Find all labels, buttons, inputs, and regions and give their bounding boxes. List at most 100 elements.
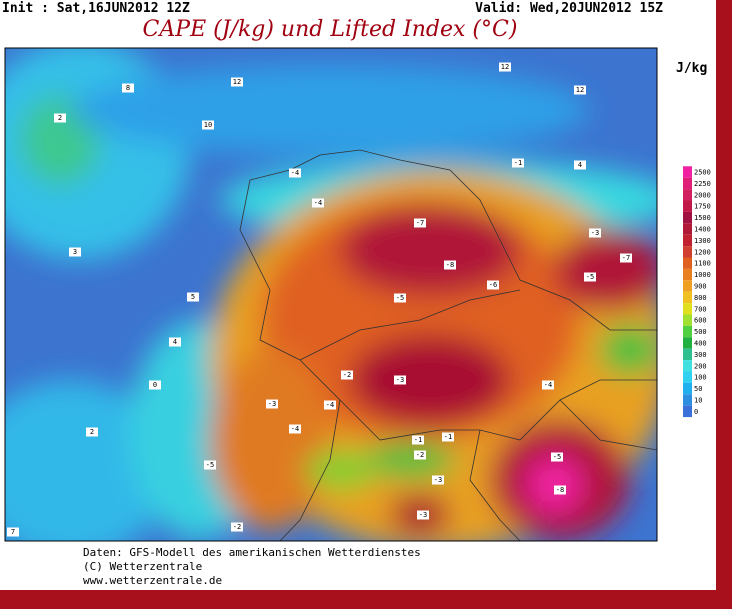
lifted-index-label: -5	[206, 461, 214, 469]
init-time: Init : Sat,16JUN2012 12Z	[2, 1, 190, 16]
colorbar-swatch	[683, 394, 692, 406]
colorbar-label: 100	[694, 374, 707, 382]
colorbar-swatch	[683, 257, 692, 269]
colorbar-swatch	[683, 177, 692, 190]
colorbar-swatch	[683, 405, 692, 418]
colorbar-swatch	[683, 360, 692, 372]
lifted-index-label: 12	[576, 86, 584, 94]
colorbar-label: 600	[694, 317, 707, 325]
label-box	[204, 460, 216, 470]
label-box	[324, 400, 336, 410]
lifted-index-label: -4	[544, 381, 552, 389]
colorbar-swatch	[683, 280, 692, 292]
colorbar-label: 0	[694, 408, 698, 416]
label-box	[289, 168, 301, 178]
colorbar-swatch	[683, 246, 692, 258]
label-box	[417, 510, 429, 520]
map-area: -7 -8 -6 -5 -3 -5 -8 -7 -5 -3 -4 -2 -3 -5 -2 -4 -3 -3 -4 2 1…	[5, 48, 657, 541]
frame-bottom	[0, 590, 732, 609]
colorbar-swatch	[683, 382, 692, 395]
colorbar: 2500225020001750150014001300120011001000…	[683, 166, 711, 418]
lifted-index-label: -8	[556, 486, 564, 494]
lifted-index-labels: -7 -8 -6 -5 -3 -5 -8 -7 -5 -3 -4 -2 -3 -5 -2 -4 -3 -3 -4 2 1…	[7, 62, 632, 537]
colorbar-swatch	[683, 348, 692, 361]
label-box	[341, 370, 353, 380]
colorbar-swatch	[683, 325, 692, 338]
lifted-index-label: -3	[419, 511, 427, 519]
colorbar-label: 2500	[694, 169, 711, 177]
lifted-index-label: -1	[444, 433, 452, 441]
colorbar-swatch	[683, 211, 692, 224]
lifted-index-label: 12	[233, 78, 241, 86]
label-box	[86, 427, 98, 437]
label-box	[312, 198, 324, 208]
frame-right	[716, 0, 732, 609]
label-box	[289, 424, 301, 434]
lifted-index-label: -7	[416, 219, 424, 227]
colorbar-label: 1300	[694, 237, 711, 245]
lifted-index-label: -1	[414, 436, 422, 444]
lifted-index-label: -2	[416, 451, 424, 459]
lifted-index-label: 8	[126, 84, 130, 92]
borders	[239, 149, 657, 541]
footer-line: www.wetterzentrale.de	[83, 574, 222, 587]
colorbar-label: 1500	[694, 214, 711, 222]
label-box	[266, 399, 278, 409]
label-box	[394, 375, 406, 385]
colorbar-label: 300	[694, 351, 707, 359]
label-box	[202, 120, 214, 130]
lifted-index-label: -5	[586, 273, 594, 281]
label-box	[432, 475, 444, 485]
label-box	[54, 113, 66, 123]
colorbar-label: 10	[694, 397, 702, 405]
label-box	[574, 85, 586, 95]
label-box	[499, 62, 511, 72]
colorbar-label: 900	[694, 283, 707, 291]
colorbar-swatch	[683, 200, 692, 212]
colorbar-label: 50	[694, 385, 702, 393]
colorbar-swatch	[683, 314, 692, 326]
lifted-index-label: -3	[396, 376, 404, 384]
lifted-index-label: -2	[233, 523, 241, 531]
cape-field	[5, 48, 657, 541]
label-box	[542, 380, 554, 390]
colorbar-label: 500	[694, 328, 707, 336]
lifted-index-label: -5	[553, 453, 561, 461]
lifted-index-label: -6	[489, 281, 497, 289]
label-box	[122, 83, 134, 93]
colorbar-label: 2250	[694, 180, 711, 188]
label-box	[231, 77, 243, 87]
label-box	[414, 450, 426, 460]
lifted-index-label: 2	[90, 428, 94, 436]
label-box	[149, 380, 161, 390]
colorbar-label: 1000	[694, 271, 711, 279]
colorbar-label: 700	[694, 305, 707, 313]
lifted-index-label: 4	[578, 161, 582, 169]
colorbar-label: 800	[694, 294, 707, 302]
lifted-index-label: 0	[153, 381, 157, 389]
lifted-index-label: -4	[326, 401, 334, 409]
label-box	[554, 485, 566, 495]
label-box	[414, 218, 426, 228]
footer-line: (C) Wetterzentrale	[83, 560, 202, 573]
lifted-index-label: 10	[204, 121, 212, 129]
label-box	[231, 522, 243, 532]
lifted-index-label: 12	[501, 63, 509, 71]
lifted-index-label: -3	[268, 400, 276, 408]
map-title: CAPE (J/kg) und Lifted Index (°C)	[143, 17, 518, 42]
colorbar-label: 1400	[694, 226, 711, 234]
lifted-index-label: -5	[396, 294, 404, 302]
lifted-index-label: 3	[73, 248, 77, 256]
label-box	[169, 337, 181, 347]
label-box	[412, 435, 424, 445]
lifted-index-label: -4	[314, 199, 322, 207]
colorbar-swatch	[683, 337, 692, 349]
label-box	[487, 280, 499, 290]
map-frame	[4, 47, 658, 542]
lifted-index-label: 2	[58, 114, 62, 122]
colorbar-label: 1200	[694, 248, 711, 256]
lifted-index-label: 5	[191, 293, 195, 301]
colorbar-swatch	[683, 268, 692, 281]
